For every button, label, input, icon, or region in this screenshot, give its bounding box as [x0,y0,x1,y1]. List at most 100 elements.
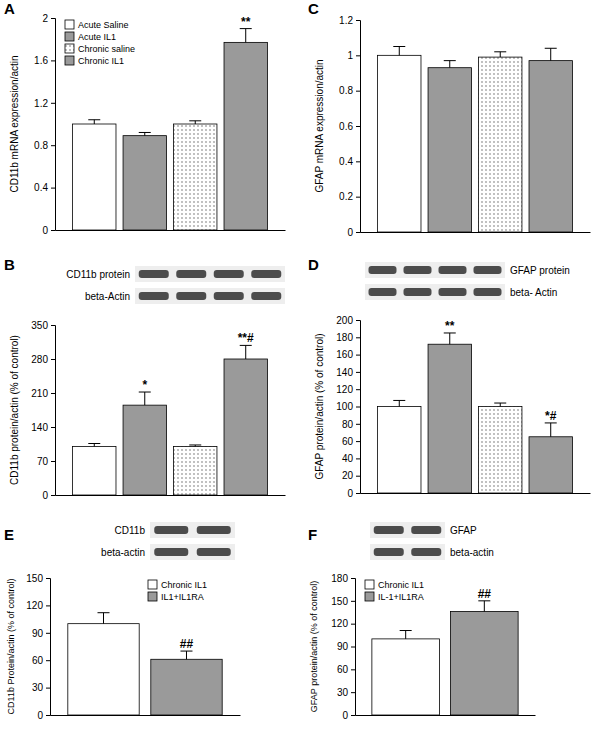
bar [529,437,572,493]
blot-band [404,288,432,296]
y-tick-label: 60 [342,436,354,447]
error-bar [393,47,405,56]
blot-strip [370,522,445,538]
blot: CD11b proteinbeta-Actin [66,266,285,304]
y-tick-mark [46,688,50,689]
y-tick: 70 [37,456,55,467]
y-tick-label: 60 [337,664,349,675]
error-bar-cap [189,444,201,445]
error-bar-stem [550,423,551,437]
y-tick-label: 30 [337,687,349,698]
x-axis [361,493,591,495]
blot-band [139,292,169,300]
annotation: ** [241,15,251,29]
y-tick-mark [351,578,355,579]
y-axis-title: GFAP protein/actin (% of control) [314,334,325,480]
legend: Acute SalineAcute IL1Chronic salineChron… [65,20,135,66]
figure: A00.40.81.21.62CD11b mRNA expression/act… [0,0,600,740]
error-bar [180,651,192,659]
legend-label: Chronic IL1 [378,580,424,590]
y-tick: 90 [32,628,50,639]
bar [73,124,116,230]
y-tick-mark [356,389,360,390]
x-axis [56,495,286,497]
error-bar-cap [393,46,405,47]
y-tick-label: 0.4 [339,156,353,167]
y-tick: 150 [331,596,355,607]
y-tick-mark [51,230,55,231]
blot-strip [150,522,235,538]
error-bar [494,403,506,406]
x-axis-line [361,493,591,494]
blot-strip [365,284,505,300]
y-axis: 0306090120150 [26,573,50,721]
y-tick-mark [51,359,55,360]
legend-label: IL1+IL1RA [161,592,204,602]
y-tick-label: 210 [31,388,48,399]
plot-area [378,333,573,493]
y-tick: 150 [26,573,50,584]
legend: Chronic IL1IL1+IL1RA [148,580,207,602]
bar [73,446,116,495]
y-axis-line [51,326,56,496]
bar [174,446,217,495]
blot-band [251,292,281,300]
panel-label: B [4,256,15,273]
y-tick: 60 [337,664,355,675]
y-tick-label: 60 [32,655,44,666]
error-bar-stem [484,601,485,612]
y-tick-label: 30 [32,682,44,693]
y-tick-label: 140 [336,367,353,378]
blot-band [369,288,397,296]
y-tick: 0 [342,710,355,721]
y-tick-mark [356,441,360,442]
blot-band [197,526,231,534]
annotation: **# [238,331,254,345]
blot-strip [370,544,445,560]
y-tick-mark [46,633,50,634]
blot-label: beta-Actin [85,291,130,302]
y-tick-mark [356,355,360,356]
y-tick-label: 120 [336,384,353,395]
legend: Chronic IL1IL-1+IL1RA [365,580,424,602]
y-axis: 020406080100120140160180200 [336,315,360,499]
x-axis-line [361,232,591,233]
y-tick-mark [51,325,55,326]
bar [123,136,166,230]
y-tick: 180 [336,332,360,343]
y-tick-label: 20 [342,470,354,481]
y-axis-line [356,321,361,494]
y-tick: 90 [337,641,355,652]
y-tick-label: 90 [337,641,349,652]
error-bar [189,445,201,446]
legend-label: Chronic saline [78,44,135,54]
error-bar-stem [144,392,145,405]
legend-label: Chronic IL1 [78,56,124,66]
error-bar-cap [400,630,412,631]
y-tick: 0 [37,710,50,721]
y-tick-label: 0.8 [339,85,353,96]
y-axis-title: GFAP protein/actin (% of control) [309,581,319,712]
error-bar-stem [449,61,450,68]
error-bar [139,392,151,405]
blot-strip [135,266,285,282]
panel-label: C [308,0,319,17]
y-tick-mark [51,18,55,19]
error-bar-stem [550,48,551,60]
bar [529,61,572,232]
y-tick-label: 150 [26,573,43,584]
blot-band [404,266,432,274]
error-bar-cap [88,119,100,120]
y-axis-title: CD11b protein/actin (% of control) [9,335,20,485]
legend-swatch [65,32,74,41]
y-tick: 280 [31,354,55,365]
error-bar [240,345,252,359]
y-tick-label: 1.2 [339,15,353,26]
legend-swatch [365,580,374,589]
error-bar [494,52,506,57]
blot-band [176,292,206,300]
annotation: ## [180,637,194,651]
y-tick-label: 1.2 [34,98,48,109]
y-tick-label: 70 [37,456,49,467]
y-tick-mark [51,461,55,462]
